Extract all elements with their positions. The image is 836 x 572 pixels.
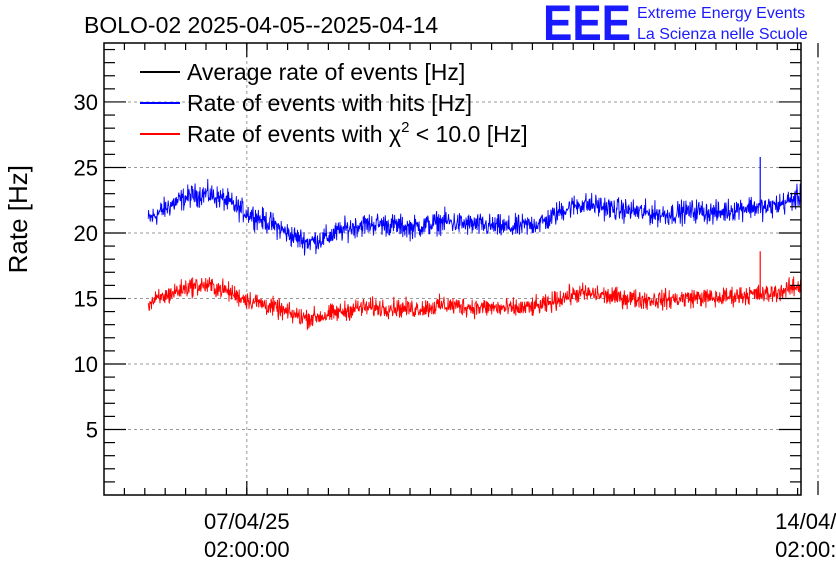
y-tick-label: 30 — [74, 90, 98, 115]
y-axis-label: Rate [Hz] — [3, 165, 33, 273]
y-tick-label: 10 — [74, 352, 98, 377]
x-tick-label-date: 14/04/25 — [775, 509, 836, 534]
legend: Average rate of events [Hz] Rate of even… — [140, 59, 528, 147]
logo-line-1: Extreme Energy Events — [637, 5, 805, 22]
y-tick-label: 25 — [74, 155, 98, 180]
legend-label-average: Average rate of events [Hz] — [187, 59, 465, 85]
legend-chi2-suffix: < 10.0 [Hz] — [409, 121, 527, 147]
y-tick-label: 5 — [86, 417, 98, 442]
series-line-hits — [147, 178, 802, 256]
x-tick-label-date: 07/04/25 — [204, 509, 290, 534]
x-tick-label-time: 02:00:00 — [775, 537, 836, 562]
series-line-chi2 — [147, 276, 802, 331]
plot-frame — [103, 42, 802, 496]
logo-line-2: La Scienza nelle Scuole — [637, 26, 808, 43]
chart-title: BOLO-02 2025-04-05--2025-04-14 — [84, 12, 438, 38]
legend-chi2-symbol: χ — [389, 121, 401, 147]
series-layer — [147, 156, 802, 331]
eee-logo: EEE Extreme Energy Events La Scienza nel… — [543, 0, 808, 51]
grid — [104, 43, 819, 495]
x-tick-label-time: 02:00:00 — [204, 537, 290, 562]
legend-chi2-prefix: Rate of events with — [187, 121, 389, 147]
tick-labels: 5 10 15 20 25 30 07/04/25 02:00:00 14/04/25 02:00… — [74, 90, 836, 562]
y-tick-label: 15 — [74, 286, 98, 311]
legend-label-chi2: Rate of events with χ2 < 10.0 [Hz] — [187, 119, 528, 147]
legend-chi2-superscript: 2 — [401, 119, 409, 136]
y-tick-label: 20 — [74, 221, 98, 246]
legend-label-hits: Rate of events with hits [Hz] — [187, 90, 472, 116]
axis-ticks — [104, 43, 819, 495]
